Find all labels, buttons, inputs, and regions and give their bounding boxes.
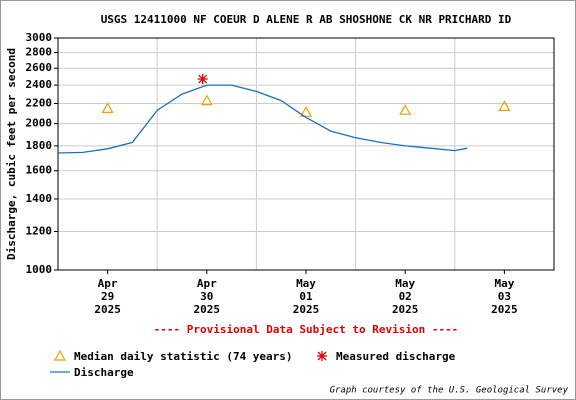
y-axis-label: Discharge, cubic feet per second: [5, 48, 18, 260]
x-tick-label: 01: [299, 290, 313, 303]
x-tick-label: May: [296, 277, 316, 290]
provisional-note: ---- Provisional Data Subject to Revisio…: [154, 323, 459, 336]
y-tick-label: 1800: [26, 139, 53, 152]
median-marker: [498, 100, 511, 111]
median-marker: [200, 94, 213, 106]
x-tick-label: 03: [498, 290, 511, 303]
plot-area: [58, 38, 554, 270]
x-tick-label: 02: [399, 290, 412, 303]
y-tick-label: 2400: [26, 78, 53, 91]
x-tick-label: 2025: [94, 303, 121, 316]
y-tick-label: 1000: [26, 263, 53, 276]
x-tick-label: Apr: [197, 277, 217, 290]
legend-marker: [53, 349, 67, 361]
x-tick-label: 30: [200, 290, 213, 303]
median-marker: [101, 102, 114, 113]
median-marker: [399, 104, 412, 115]
y-tick-label: 2800: [26, 46, 53, 59]
chart-title: USGS 12411000 NF COEUR D ALENE R AB SHOS…: [101, 13, 512, 26]
y-tick-label: 1400: [26, 192, 53, 205]
y-tick-label: 3000: [26, 31, 53, 44]
x-tick-label: 2025: [392, 303, 419, 316]
credit: Graph courtesy of the U.S. Geological Su…: [330, 386, 569, 396]
y-tick-label: 2000: [26, 117, 53, 130]
y-tick-label: 1200: [26, 224, 53, 237]
x-tick-label: 2025: [293, 303, 320, 316]
median-marker: [299, 106, 313, 117]
asterisk-stroke: [317, 351, 327, 361]
x-tick-label: May: [494, 277, 514, 290]
x-tick-label: Apr: [98, 277, 118, 290]
measured-marker: [197, 74, 208, 85]
y-tick-label: 1600: [26, 164, 53, 177]
x-tick-label: 2025: [491, 303, 518, 316]
legend-label: Measured discharge: [336, 350, 456, 363]
x-tick-label: 2025: [194, 303, 221, 316]
y-tick-label: 2600: [26, 61, 53, 74]
x-tick-label: 29: [101, 290, 114, 303]
legend-marker: [317, 351, 327, 361]
legend-label: Discharge: [74, 366, 134, 379]
y-tick-label: 2200: [26, 96, 53, 109]
asterisk-stroke: [198, 74, 208, 84]
discharge-line: [57, 84, 468, 154]
plot-border: [57, 37, 555, 271]
legend-label: Median daily statistic (74 years): [74, 350, 293, 363]
x-tick-label: May: [395, 277, 415, 290]
